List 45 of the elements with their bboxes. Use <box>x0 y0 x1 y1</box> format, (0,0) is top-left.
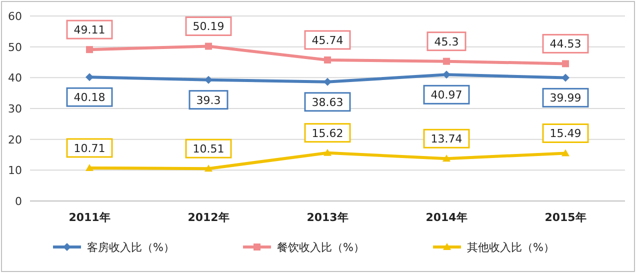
data-label: 40.18 <box>74 91 106 104</box>
x-tick-label: 2012年 <box>188 211 230 224</box>
data-label: 15.49 <box>550 127 582 140</box>
data-label: 50.19 <box>192 20 224 34</box>
data-label: 10.51 <box>192 142 224 156</box>
point <box>562 74 570 82</box>
y-tick-label: 30 <box>8 102 22 116</box>
data-label: 45.74 <box>312 34 344 47</box>
data-label: 13.74 <box>430 132 462 146</box>
data-label: 45.3 <box>434 35 459 48</box>
x-tick-label: 2011年 <box>68 211 110 224</box>
point <box>205 42 212 50</box>
data-label: 40.97 <box>430 88 462 102</box>
y-tick-label: 50 <box>8 40 22 54</box>
point <box>442 70 450 79</box>
data-label: 49.11 <box>74 24 106 37</box>
y-tick-label: 10 <box>8 164 22 178</box>
point <box>86 46 93 54</box>
data-label: 38.63 <box>312 96 344 109</box>
point <box>324 148 332 156</box>
point <box>204 164 212 172</box>
data-label: 10.71 <box>74 142 106 155</box>
y-tick-label: 0 <box>15 195 22 208</box>
y-tick-label: 60 <box>8 10 22 23</box>
x-tick-label: 2013年 <box>306 211 348 224</box>
x-tick-label: 2015年 <box>544 211 586 224</box>
point <box>324 78 332 86</box>
data-label: 39.3 <box>196 94 221 107</box>
data-label: 15.62 <box>312 126 344 140</box>
point <box>324 56 331 64</box>
point <box>86 73 94 82</box>
point <box>204 76 212 84</box>
data-label: 39.99 <box>550 92 582 105</box>
data-label: 44.53 <box>550 38 582 51</box>
legend-label: 其他收入比（%） <box>467 241 554 254</box>
legend-label: 客房收入比（%） <box>87 241 174 254</box>
point <box>562 60 569 68</box>
point <box>442 154 450 162</box>
x-tick-label: 2014年 <box>426 211 468 224</box>
point <box>86 164 94 171</box>
point <box>562 149 570 156</box>
legend-label: 餐饮收入比（%） <box>277 241 364 254</box>
y-tick-label: 20 <box>8 133 22 146</box>
point <box>443 58 450 65</box>
y-tick-label: 40 <box>8 72 22 85</box>
